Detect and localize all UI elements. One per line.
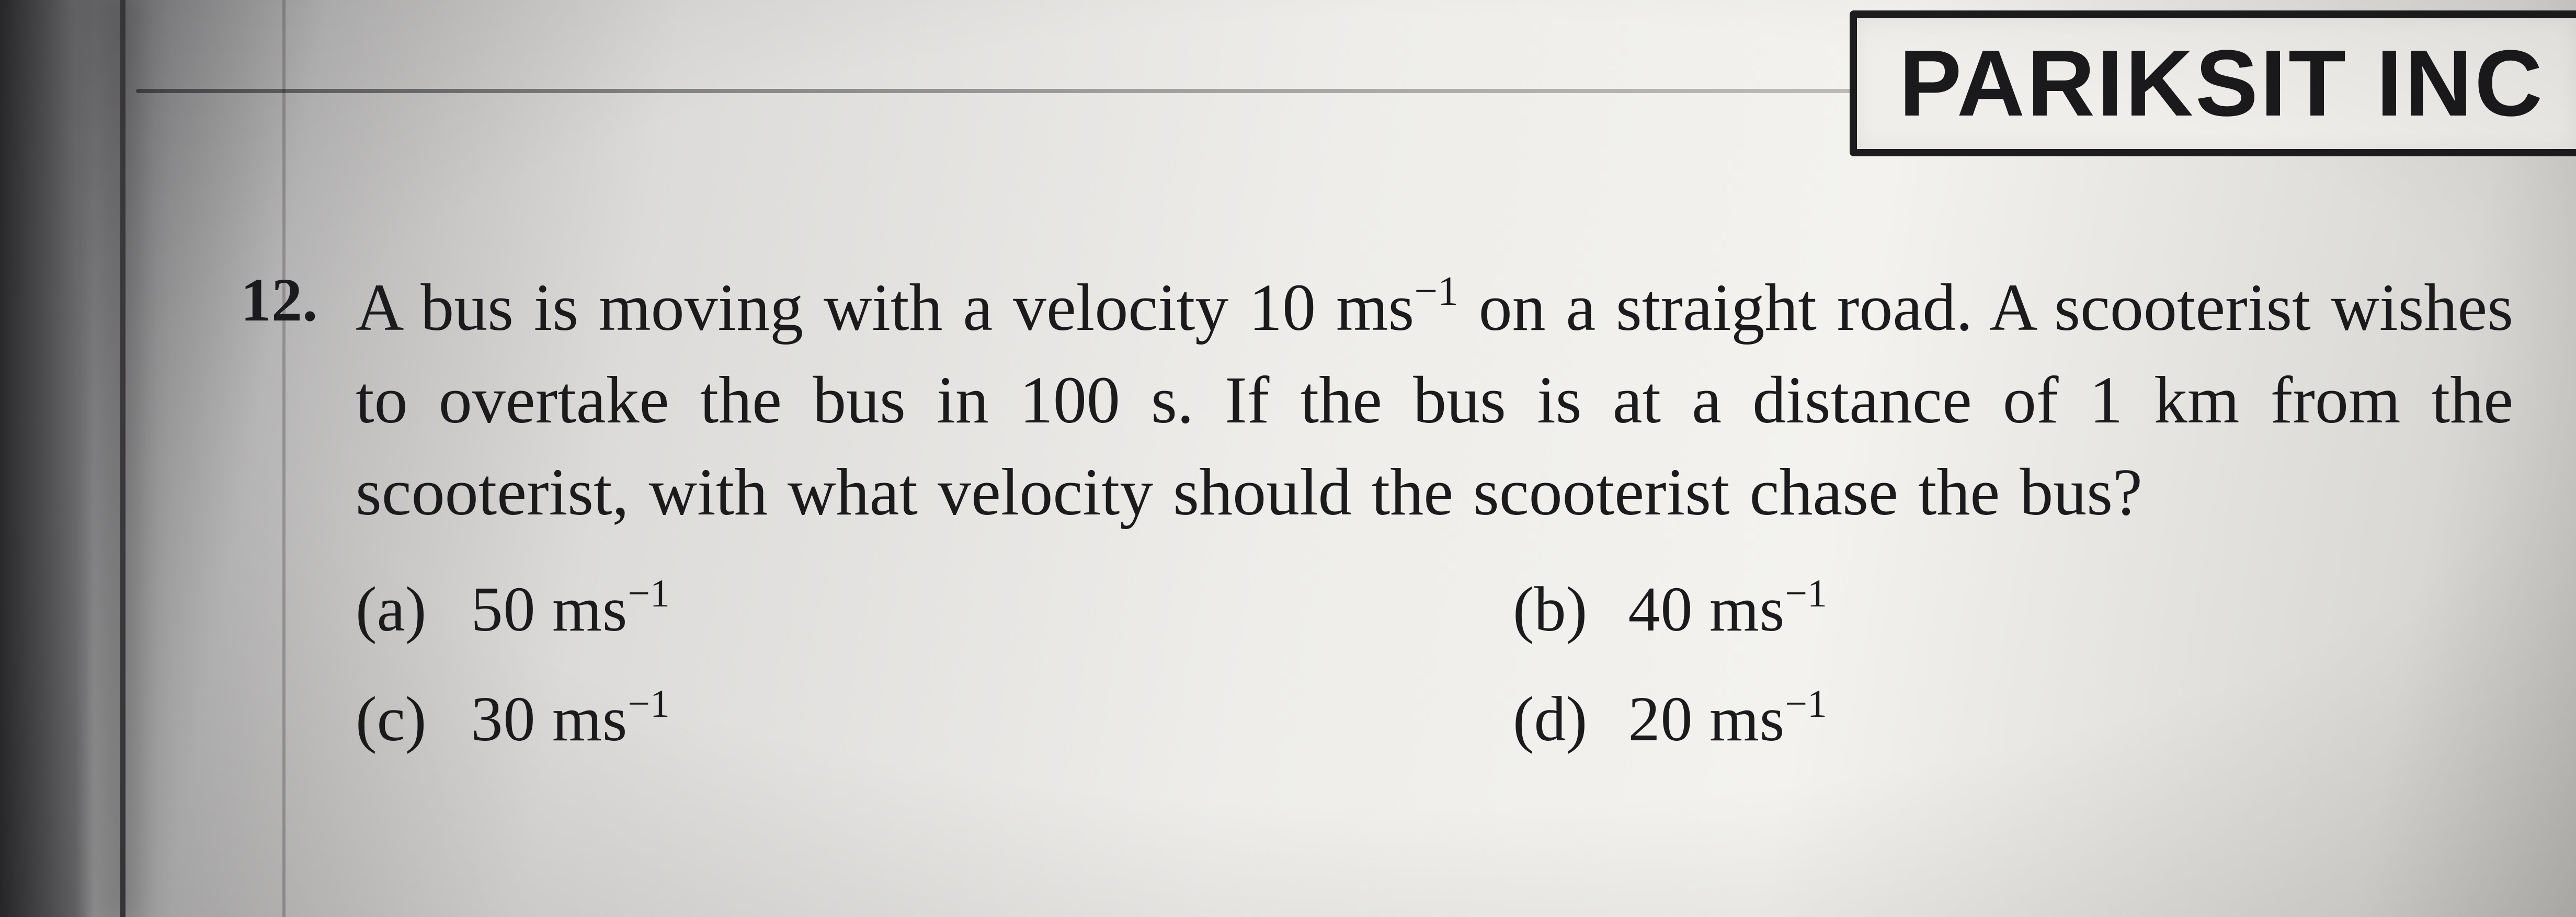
option-c-label: (c) [356,680,455,760]
binding-gutter-line [120,0,126,917]
option-d-label: (d) [1513,680,1612,760]
question-text: A bus is moving with a velocity 10 ms−1 … [356,261,2513,538]
option-c: (c) 30 ms−1 [356,680,1356,760]
option-b: (b) 40 ms−1 [1513,570,2513,650]
question-text-part1: A bus is moving with a velocity 10 ms [356,270,1414,345]
margin-rule [282,0,286,917]
publisher-box: PARIKSIT INC [1850,10,2576,156]
option-b-value: 40 ms [1628,574,1785,645]
option-c-sup: −1 [628,682,669,726]
question-number: 12. [241,265,318,336]
question-block: 12. A bus is moving with a velocity 10 m… [356,261,2513,760]
option-d-sup: −1 [1785,682,1827,726]
option-a: (a) 50 ms−1 [356,570,1356,650]
option-a-sup: −1 [628,572,669,615]
publisher-name: PARIKSIT INC [1899,31,2545,136]
option-c-value: 30 ms [471,684,628,754]
option-b-label: (b) [1513,570,1612,650]
option-d: (d) 20 ms−1 [1513,680,2513,760]
option-d-value: 20 ms [1628,684,1785,754]
options-grid: (a) 50 ms−1 (b) 40 ms−1 (c) 30 ms−1 (d) … [356,570,2513,760]
option-b-sup: −1 [1785,572,1827,615]
question-text-sup1: −1 [1414,268,1458,314]
scan-edge-shadow [0,0,94,917]
option-a-value: 50 ms [471,574,628,645]
page: PARIKSIT INC 12. A bus is moving with a … [0,0,2576,917]
option-a-label: (a) [356,570,455,650]
